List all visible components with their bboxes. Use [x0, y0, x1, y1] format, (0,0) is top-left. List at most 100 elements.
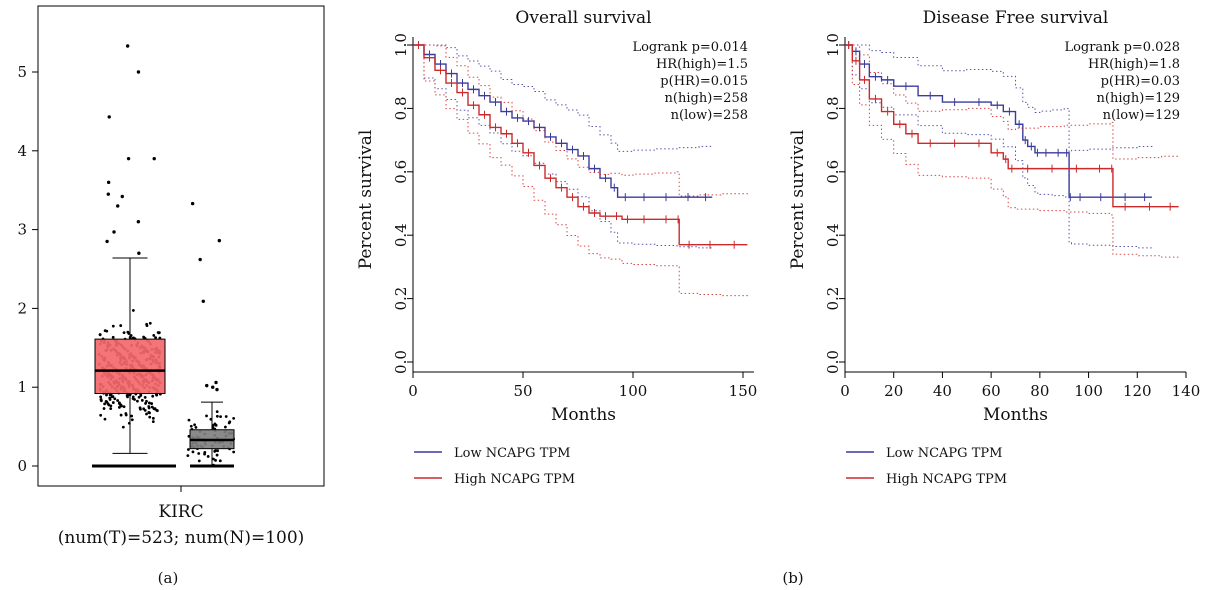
y-tick-label: 0.6: [392, 160, 410, 184]
x-tick-label: 100: [1074, 382, 1103, 400]
outlier-point: [125, 44, 130, 48]
panel-b-label: (b): [782, 569, 803, 587]
stat-annotation: n(low)=258: [671, 108, 748, 123]
data-point: [214, 458, 217, 462]
data-point: [151, 420, 155, 424]
y-tick-label: 0.2: [392, 287, 410, 311]
x-axis-label: Months: [551, 405, 616, 425]
data-point: [145, 412, 148, 416]
data-point: [151, 416, 155, 420]
y-tick-label: 0: [17, 457, 27, 475]
x-tick-label: 120: [1123, 382, 1152, 400]
data-point: [197, 452, 201, 455]
data-point: [148, 415, 152, 419]
data-point: [107, 403, 111, 407]
chart-title: Disease Free survival: [923, 8, 1109, 28]
confidence-band: [845, 44, 1180, 259]
data-point: [111, 324, 115, 328]
survival-curve: [845, 44, 1179, 208]
boxplot-boxes: [92, 257, 235, 468]
stat-annotation: n(low)=129: [1103, 108, 1180, 123]
data-point: [145, 324, 149, 328]
data-point: [117, 405, 121, 409]
data-point: [119, 324, 123, 327]
data-point: [154, 336, 157, 340]
data-point: [124, 413, 128, 417]
data-point: [145, 399, 148, 403]
data-point: [111, 401, 115, 404]
data-point: [193, 423, 197, 427]
y-tick-label: 3: [17, 221, 27, 239]
data-point: [111, 335, 115, 339]
data-point: [142, 336, 146, 340]
data-point: [215, 410, 219, 413]
data-point: [187, 448, 190, 451]
y-tick-label: 0.4: [824, 223, 842, 247]
outlier-point: [217, 238, 222, 243]
outlier-point: [105, 239, 109, 244]
data-point: [215, 453, 219, 457]
stat-annotation: n(high)=129: [1097, 91, 1180, 106]
data-point: [212, 457, 215, 461]
confidence-band: [845, 44, 1153, 153]
y-tick-label: 1.0: [392, 33, 410, 57]
data-point: [103, 402, 107, 406]
data-point: [120, 404, 123, 408]
outlier-point: [198, 257, 202, 262]
x-tick-label: 80: [1030, 382, 1049, 400]
data-point: [156, 331, 160, 334]
legend-label: Low NCAPG TPM: [886, 446, 1002, 461]
data-point: [224, 415, 228, 418]
data-point: [142, 407, 146, 411]
outlier-point: [116, 204, 120, 208]
outlier-point: [106, 192, 111, 196]
boxplot-frame: [37, 5, 325, 487]
data-point: [104, 400, 108, 403]
data-point: [139, 407, 142, 411]
outlier-point: [211, 385, 215, 389]
stat-annotation: n(high)=258: [665, 91, 748, 106]
data-point: [148, 321, 152, 325]
data-point: [131, 397, 135, 401]
data-point: [105, 329, 109, 333]
data-point: [232, 450, 236, 454]
data-point: [228, 420, 232, 424]
data-point: [219, 415, 222, 419]
panel-a-label: (a): [158, 569, 179, 587]
data-point: [232, 417, 236, 420]
y-tick-label: 1.0: [824, 33, 842, 57]
y-tick-label: 0.4: [392, 223, 410, 247]
outlier-point: [137, 251, 141, 255]
legend-label: Low NCAPG TPM: [454, 446, 570, 461]
data-point: [186, 454, 190, 458]
disease-free-survival-chart: 0.0 0.2 0.4 0.6 0.8 1.0 0 20 40 60 80 100 120 140 Dise…: [788, 8, 1200, 487]
x-tick-label: 150: [729, 382, 758, 400]
stat-annotation: Logrank p=0.028: [1064, 40, 1180, 55]
data-point: [205, 414, 208, 418]
boxplot-category-label: KIRC: [158, 502, 203, 522]
x-axis-label: Months: [983, 405, 1048, 425]
data-point: [99, 399, 103, 403]
confidence-band: [413, 44, 748, 297]
data-point: [189, 424, 193, 428]
data-point: [111, 395, 115, 398]
y-tick-label: 2: [17, 299, 27, 317]
data-point: [152, 334, 156, 337]
outlier-point: [214, 380, 218, 385]
data-point: [137, 395, 141, 399]
x-tick-label: 140: [1172, 382, 1201, 400]
x-tick-label: 50: [513, 382, 532, 400]
x-tick-label: 60: [982, 382, 1001, 400]
data-point: [140, 398, 144, 402]
data-point: [218, 459, 222, 463]
outlier-point: [107, 115, 111, 119]
data-point: [144, 402, 147, 405]
legend-label: High NCAPG TPM: [886, 472, 1007, 487]
stat-annotation: p(HR)=0.015: [660, 74, 748, 89]
confidence-band: [845, 44, 1180, 160]
data-point: [105, 393, 108, 397]
data-point: [121, 425, 125, 429]
outlier-point: [112, 230, 116, 234]
boxplot-y-ticks: 0 1 2 3 4 5: [17, 63, 38, 475]
